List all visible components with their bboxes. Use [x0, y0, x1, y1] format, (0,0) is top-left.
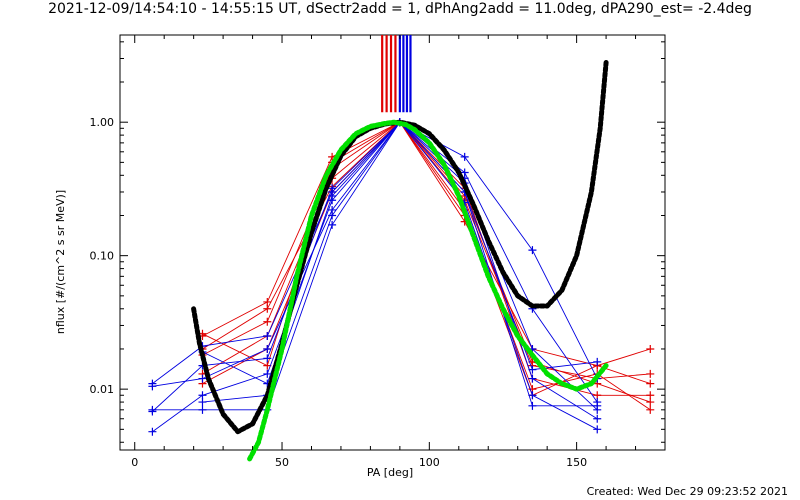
blue-plus-marker [198, 391, 207, 400]
x-tick-label: 150 [566, 456, 587, 469]
red-series-line [202, 121, 651, 396]
red-plus-marker [646, 379, 655, 388]
blue-plus-marker [528, 391, 537, 400]
blue-series [148, 118, 602, 436]
blue-series [148, 118, 602, 407]
red-plus-marker [263, 317, 272, 326]
red-plus-marker [646, 369, 655, 378]
blue-series [148, 118, 602, 416]
blue-plus-marker [328, 191, 337, 200]
x-tick-label: 0 [131, 456, 138, 469]
y-tick-label: 1.00 [90, 116, 115, 129]
blue-series [148, 118, 602, 434]
blue-plus-marker [593, 357, 602, 366]
x-tick-label: 100 [419, 456, 440, 469]
blue-plus-marker [593, 414, 602, 423]
blue-plus-marker [328, 220, 337, 229]
blue-plus-marker [198, 398, 207, 407]
blue-plus-marker [528, 365, 537, 374]
y-tick-label: 0.01 [90, 383, 115, 396]
blue-plus-marker [460, 152, 469, 161]
axes: 0 50 100 150 0.01 0.10 1.00 [90, 35, 665, 469]
y-tick-label: 0.10 [90, 250, 115, 263]
blue-plus-marker [263, 354, 272, 363]
x-tick-label: 50 [275, 456, 289, 469]
blue-plus-marker [263, 344, 272, 353]
blue-plus-marker [148, 427, 157, 436]
red-series-line [202, 121, 651, 396]
created-timestamp: Created: Wed Dec 29 09:23:52 2021 [586, 485, 788, 498]
blue-plus-marker [593, 425, 602, 434]
blue-plus-marker [528, 374, 537, 383]
blue-plus-marker [528, 246, 537, 255]
blue-series-line [152, 121, 598, 412]
red-plus-marker [646, 398, 655, 407]
blue-plus-marker [328, 184, 337, 193]
blue-series-line [152, 121, 598, 384]
fit-curves [191, 60, 609, 462]
plot-frame [119, 34, 666, 451]
y-axis-label: nflux [#/(cm^2 s sr MeV)] [54, 190, 67, 334]
top-markers [381, 35, 412, 113]
red-plus-marker [263, 297, 272, 306]
blue-plus-marker [328, 211, 337, 220]
red-plus-marker [646, 405, 655, 414]
blue-plus-marker [198, 374, 207, 383]
red-series-line [202, 121, 651, 403]
red-plus-marker [646, 391, 655, 400]
red-plus-marker [263, 304, 272, 313]
red-plus-marker [646, 344, 655, 353]
blue-series [148, 118, 602, 388]
black-fit-curve [191, 60, 609, 435]
green-fit-curve [247, 119, 609, 462]
blue-plus-marker [593, 401, 602, 410]
blue-series-line [152, 121, 598, 430]
chart-title: 2021-12-09/14:54:10 - 14:55:15 UT, dSect… [48, 1, 752, 17]
blue-plus-marker [263, 332, 272, 341]
blue-series-line [202, 121, 598, 420]
blue-series-line [152, 121, 598, 403]
blue-plus-marker [198, 405, 207, 414]
plot-area-border [119, 34, 666, 451]
blue-plus-marker [148, 382, 157, 391]
x-axis-label: PA [deg] [367, 466, 413, 479]
blue-plus-marker [263, 369, 272, 378]
blue-plus-marker [528, 401, 537, 410]
red-series [198, 118, 655, 370]
blue-plus-marker [148, 407, 157, 416]
red-plus-marker [593, 391, 602, 400]
red-series-line [202, 121, 651, 411]
